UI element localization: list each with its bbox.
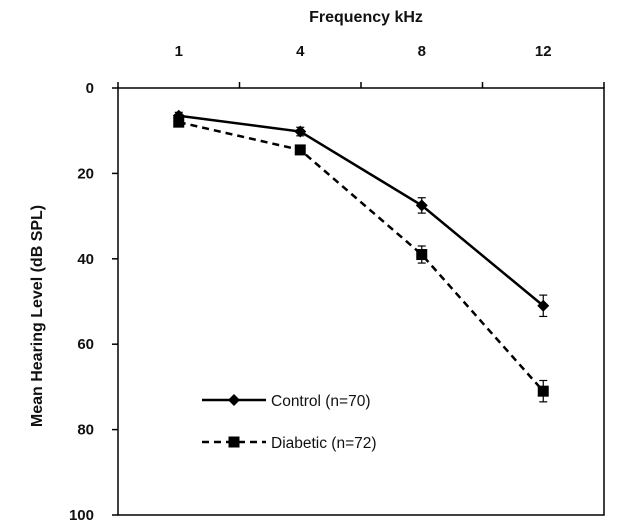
legend-marker xyxy=(228,394,240,406)
series-line xyxy=(178,114,545,307)
x-tick-label: 4 xyxy=(296,43,305,60)
data-point xyxy=(537,385,549,397)
data-point xyxy=(537,299,550,312)
data-point xyxy=(173,116,185,128)
y-tick-label: 60 xyxy=(77,336,94,353)
data-point xyxy=(416,249,428,261)
legend-item: Control (n=70) xyxy=(202,393,371,410)
x-tick-label: 8 xyxy=(418,43,426,60)
y-tick-label: 40 xyxy=(77,251,94,268)
legend-marker xyxy=(228,436,240,448)
legend-item: Diabetic (n=72) xyxy=(202,435,377,452)
legend-label: Diabetic (n=72) xyxy=(271,435,377,452)
data-point xyxy=(415,199,428,212)
data-point xyxy=(294,125,307,138)
x-axis-title: Frequency kHz xyxy=(309,9,423,26)
y-axis-title: Mean Hearing Level (dB SPL) xyxy=(29,205,46,427)
y-tick-label: 0 xyxy=(86,80,94,97)
series-line xyxy=(178,120,545,393)
legend-label: Control (n=70) xyxy=(271,393,371,410)
x-tick-label: 12 xyxy=(535,43,552,60)
series-control xyxy=(172,109,550,318)
x-tick-label: 1 xyxy=(175,43,183,60)
series-diabetic xyxy=(173,116,549,403)
y-tick-label: 100 xyxy=(69,507,94,524)
data-point xyxy=(294,144,306,156)
y-tick-label: 20 xyxy=(77,165,94,182)
y-tick-label: 80 xyxy=(77,422,94,439)
